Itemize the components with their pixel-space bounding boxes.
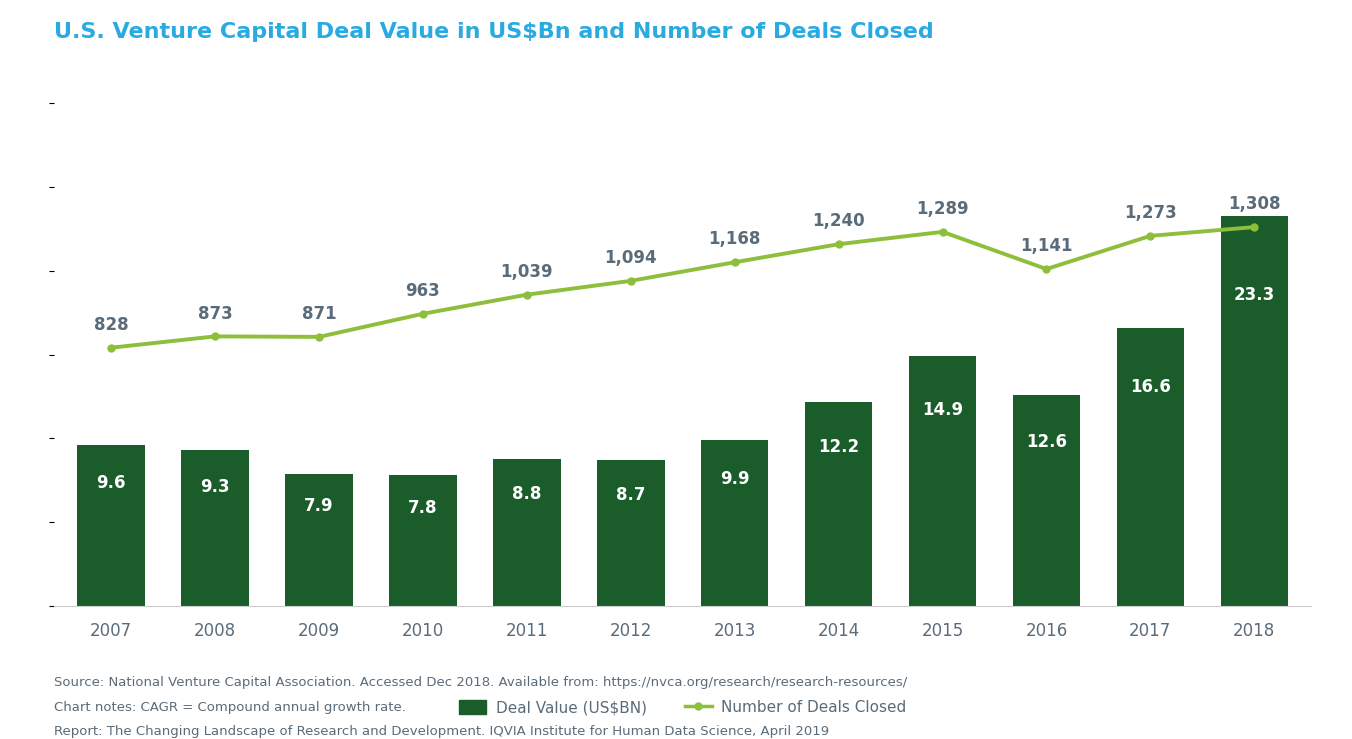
Bar — [77, 445, 145, 606]
Bar — [389, 475, 457, 606]
Text: 1,039: 1,039 — [500, 263, 553, 281]
Text: 1,240: 1,240 — [813, 212, 865, 231]
Bar — [598, 460, 665, 606]
Text: 23.3: 23.3 — [1233, 286, 1275, 304]
Bar — [909, 356, 976, 606]
Text: 873: 873 — [197, 304, 233, 322]
Text: 1,289: 1,289 — [917, 200, 969, 218]
Text: 12.2: 12.2 — [818, 438, 859, 457]
Text: 871: 871 — [301, 305, 337, 323]
Text: 1,308: 1,308 — [1228, 195, 1280, 214]
Text: 8.7: 8.7 — [617, 486, 645, 505]
Text: 9.6: 9.6 — [96, 474, 126, 492]
Text: U.S. Venture Capital Deal Value in US$Bn and Number of Deals Closed: U.S. Venture Capital Deal Value in US$Bn… — [54, 22, 934, 42]
Text: Report: The Changing Landscape of Research and Development. IQVIA Institute for : Report: The Changing Landscape of Resear… — [54, 725, 829, 738]
Text: 1,168: 1,168 — [708, 231, 761, 248]
Text: 16.6: 16.6 — [1130, 378, 1171, 396]
Text: 7.9: 7.9 — [304, 497, 334, 516]
Text: 1,094: 1,094 — [604, 249, 657, 267]
Text: 12.6: 12.6 — [1026, 433, 1067, 451]
Legend: Deal Value (US$BN), Number of Deals Closed: Deal Value (US$BN), Number of Deals Clos… — [453, 694, 913, 721]
Text: 8.8: 8.8 — [512, 485, 542, 503]
Bar — [804, 401, 872, 606]
Text: 9.9: 9.9 — [719, 470, 749, 488]
Text: 963: 963 — [406, 282, 441, 300]
Bar — [1013, 395, 1080, 606]
Bar — [181, 450, 249, 606]
Text: 828: 828 — [93, 316, 128, 334]
Text: 7.8: 7.8 — [408, 499, 438, 517]
Bar — [1221, 216, 1288, 606]
Text: 14.9: 14.9 — [922, 401, 963, 419]
Text: Source: National Venture Capital Association. Accessed Dec 2018. Available from:: Source: National Venture Capital Associa… — [54, 676, 907, 689]
Bar — [493, 459, 561, 606]
Text: Chart notes: CAGR = Compound annual growth rate.: Chart notes: CAGR = Compound annual grow… — [54, 701, 406, 714]
Bar — [285, 474, 353, 606]
Bar — [700, 440, 768, 606]
Bar — [1117, 328, 1184, 606]
Text: 1,141: 1,141 — [1021, 237, 1072, 255]
Text: 9.3: 9.3 — [200, 478, 230, 497]
Text: 1,273: 1,273 — [1124, 204, 1176, 222]
